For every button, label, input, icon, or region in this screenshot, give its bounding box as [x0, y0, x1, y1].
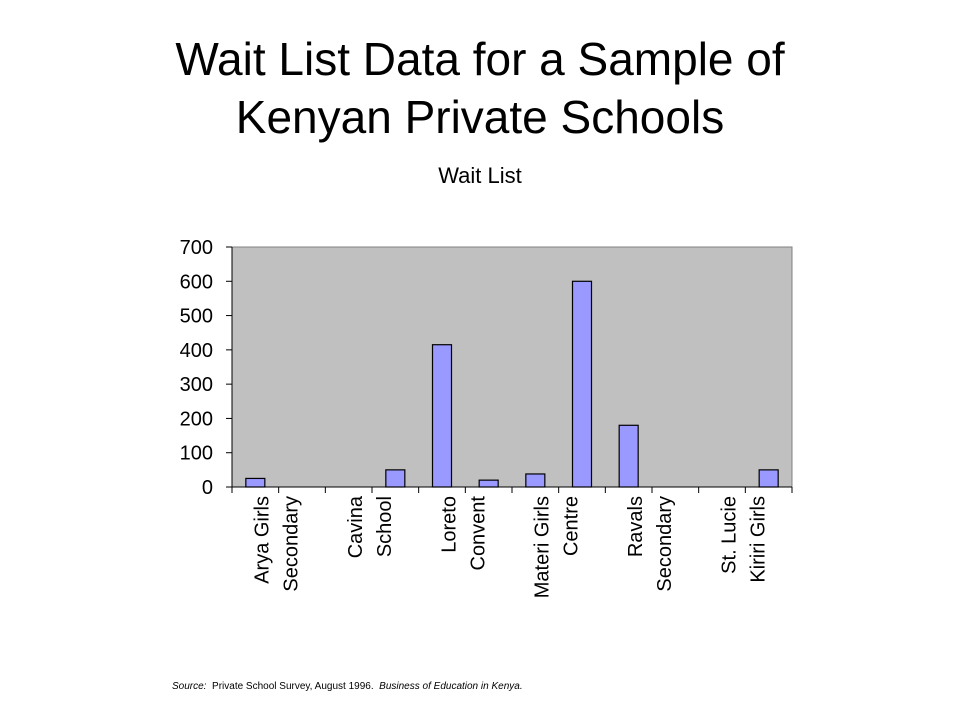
- bar: [618, 424, 639, 488]
- plot-area: [231, 246, 793, 488]
- x-category-label: Centre: [561, 496, 583, 556]
- y-tick-label: 100: [180, 443, 213, 465]
- bar: [758, 469, 779, 488]
- x-category-label: St. Lucie: [718, 496, 740, 574]
- y-tick-label: 300: [180, 374, 213, 396]
- source-text: Private School Survey, August 1996.: [212, 681, 374, 692]
- bar: [245, 477, 266, 488]
- bar: [525, 473, 546, 488]
- x-category-label: Ravals: [625, 496, 647, 557]
- source-label: Source:: [172, 681, 207, 692]
- source-publication: Business of Education in Kenya.: [379, 681, 523, 692]
- bar: [431, 344, 453, 488]
- y-tick-label: 700: [180, 237, 213, 259]
- x-category-label: Materi Girls: [532, 496, 554, 598]
- x-category-label: School: [374, 496, 396, 557]
- bar: [385, 469, 406, 488]
- bars: [245, 280, 779, 488]
- x-axis: [231, 486, 793, 493]
- x-category-label: Kiriri Girls: [747, 496, 769, 583]
- y-tick-label: 400: [180, 340, 213, 362]
- x-category-label: Convent: [467, 496, 489, 571]
- slide-title-line-2: Kenyan Private Schools: [235, 91, 725, 143]
- y-tick-label: 0: [202, 477, 213, 499]
- x-category-label: Arya Girls: [252, 496, 274, 584]
- y-tick-label: 200: [180, 408, 213, 430]
- x-category-label: Cavina: [345, 495, 367, 558]
- x-category-label: Secondary: [281, 496, 303, 592]
- x-category-label: Loreto: [438, 496, 460, 553]
- x-labels: Arya Girls Secondary Cavina School Loreto Con…: [252, 495, 770, 598]
- y-axis: 0 100 200 300 400 500 600 700: [180, 237, 233, 499]
- slide-title: Wait List Data for a Sample of Kenyan Pr…: [0, 30, 960, 146]
- y-tick-label: 500: [180, 306, 213, 328]
- x-category-label: Secondary: [654, 496, 676, 592]
- bar: [478, 479, 499, 488]
- slide-title-line-1: Wait List Data for a Sample of: [175, 33, 785, 85]
- chart-title: Wait List: [438, 163, 522, 188]
- bar: [571, 280, 593, 488]
- source-note: Source: Private School Survey, August 19…: [172, 681, 523, 692]
- y-tick-label: 600: [180, 271, 213, 293]
